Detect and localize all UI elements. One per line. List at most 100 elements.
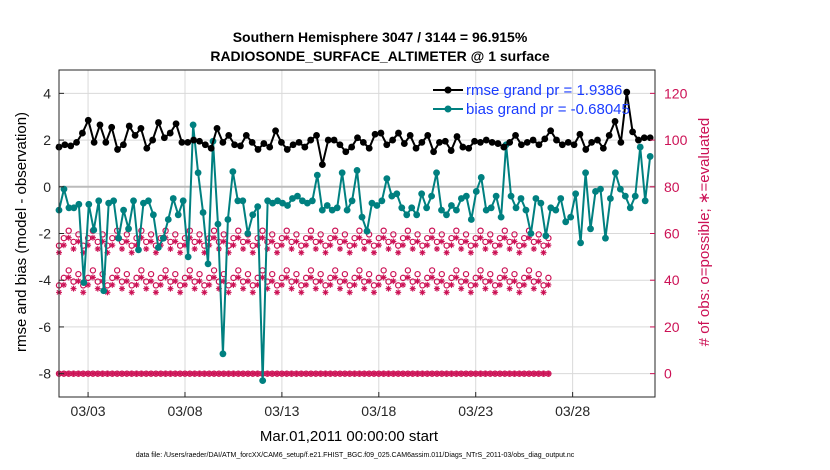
y2-tick-label: 60 — [664, 226, 680, 242]
possible-obs-marker — [487, 231, 494, 238]
evaluated-obs-stroke — [400, 371, 406, 377]
rmse-point — [570, 141, 578, 149]
bias-point — [433, 169, 440, 177]
bias-point — [219, 350, 227, 358]
evaluated-obs-marker — [75, 370, 82, 377]
evaluated-obs-stroke — [235, 274, 241, 280]
y2-axis-ticks: 0 20 40 60 80 100 120 — [650, 85, 688, 382]
evaluated-obs-stroke — [197, 238, 203, 244]
evaluated-obs-stroke — [342, 371, 348, 377]
possible-obs-marker — [147, 270, 155, 278]
evaluated-obs-stroke — [458, 286, 464, 292]
evaluated-obs-marker — [506, 245, 513, 252]
bias-point — [318, 206, 326, 214]
x-tick-label: 03/08 — [167, 403, 202, 419]
bias-point — [602, 234, 609, 242]
evaluated-obs-stroke — [468, 250, 474, 256]
rmse-point — [441, 137, 449, 145]
bias-point — [284, 202, 291, 209]
evaluated-obs-stroke — [507, 246, 513, 252]
evaluated-obs-marker — [94, 285, 101, 292]
evaluated-obs-marker — [303, 281, 310, 288]
evaluated-obs-marker — [298, 249, 305, 256]
y-tick-label: 0 — [43, 179, 51, 195]
evaluated-obs-marker — [235, 234, 242, 241]
evaluated-obs-stroke — [381, 274, 387, 280]
rmse-point — [330, 136, 338, 144]
rmse-point — [213, 124, 221, 132]
y2-tick-label: 20 — [664, 319, 680, 335]
evaluated-obs-stroke — [167, 246, 173, 252]
possible-obs-marker — [390, 270, 397, 278]
bias-point — [338, 169, 346, 177]
evaluated-obs-stroke — [264, 371, 270, 377]
evaluated-obs-marker — [496, 281, 503, 288]
evaluated-obs-marker — [511, 278, 518, 285]
rmse-point — [266, 143, 274, 151]
evaluated-obs-stroke — [167, 371, 173, 377]
possible-obs-marker — [147, 231, 155, 238]
rmse-point — [400, 140, 408, 147]
evaluated-obs-marker — [148, 278, 155, 285]
evaluated-obs-marker — [249, 249, 256, 256]
evaluated-obs-stroke — [463, 278, 469, 284]
bias-point — [179, 197, 187, 205]
evaluated-obs-stroke — [434, 246, 440, 252]
evaluated-obs-stroke — [463, 371, 469, 377]
bias-point — [507, 192, 515, 200]
rmse-point — [172, 120, 180, 128]
evaluated-obs-stroke — [230, 242, 236, 248]
evaluated-obs-stroke — [531, 286, 537, 292]
evaluated-obs-marker — [370, 249, 377, 256]
y-axis-label: rmse and bias (model - observation) — [13, 112, 30, 352]
evaluated-obs-stroke — [327, 242, 333, 248]
evaluated-obs-marker — [157, 370, 164, 377]
rmse-point — [377, 129, 385, 137]
obs-count-markers — [55, 227, 552, 377]
evaluated-obs-stroke — [386, 371, 391, 377]
evaluated-obs-stroke — [250, 250, 256, 256]
evaluated-obs-stroke — [439, 238, 445, 244]
evaluated-obs-stroke — [448, 242, 454, 248]
possible-obs-marker — [123, 231, 131, 238]
evaluated-obs-marker — [322, 249, 329, 256]
rmse-point — [143, 144, 151, 152]
evaluated-obs-stroke — [61, 282, 67, 288]
possible-obs-marker — [269, 270, 276, 278]
bias-series — [55, 121, 654, 385]
rmse-point — [155, 119, 162, 126]
bias-point — [393, 190, 401, 198]
possible-obs-marker — [293, 231, 300, 238]
evaluated-obs-marker — [283, 274, 290, 281]
evaluated-obs-marker — [172, 278, 179, 285]
bias-point — [626, 204, 634, 212]
bias-point — [522, 206, 530, 214]
rmse-point — [96, 121, 104, 129]
evaluated-obs-stroke — [124, 371, 130, 377]
evaluated-obs-marker — [269, 238, 276, 245]
evaluated-obs-marker — [230, 281, 237, 288]
evaluated-obs-marker — [60, 242, 67, 249]
evaluated-obs-marker — [400, 242, 407, 249]
evaluated-obs-stroke — [274, 371, 280, 377]
evaluated-obs-stroke — [386, 286, 391, 292]
evaluated-obs-stroke — [240, 246, 246, 252]
rmse-point — [231, 141, 238, 149]
evaluated-obs-stroke — [347, 371, 353, 377]
evaluated-obs-marker — [332, 274, 339, 281]
rmse-point — [324, 136, 332, 144]
evaluated-obs-marker — [482, 285, 489, 292]
possible-obs-marker — [453, 267, 460, 274]
evaluated-obs-marker — [419, 289, 426, 296]
evaluated-obs-marker — [278, 242, 285, 249]
rmse-point — [494, 140, 502, 147]
evaluated-obs-stroke — [366, 371, 372, 377]
evaluated-obs-stroke — [545, 242, 551, 248]
evaluated-obs-marker — [429, 234, 436, 241]
x-axis-ticks: 03/03 03/08 03/13 03/18 03/23 03/28 — [71, 392, 590, 419]
possible-obs-marker — [511, 231, 518, 238]
possible-obs-marker — [65, 267, 72, 274]
evaluated-obs-marker — [356, 234, 363, 241]
evaluated-obs-stroke — [211, 274, 217, 280]
evaluated-obs-stroke — [318, 278, 324, 284]
